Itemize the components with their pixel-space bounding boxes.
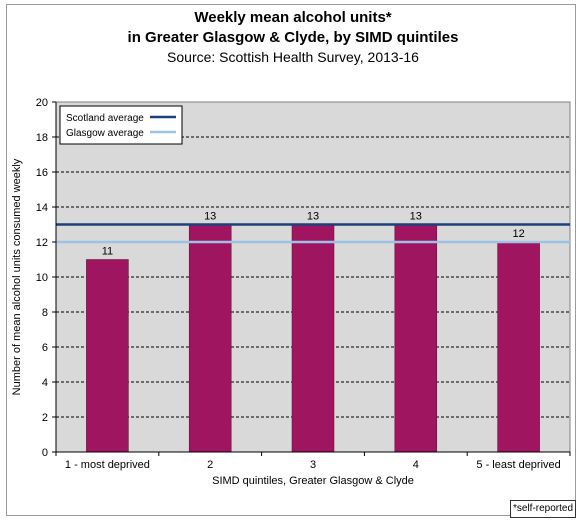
x-tick-label: 5 - least deprived: [476, 459, 560, 471]
data-label: 12: [512, 228, 524, 240]
y-tick-label: 18: [36, 132, 48, 144]
bar: [497, 241, 540, 453]
bar: [86, 259, 129, 453]
reference-lines: [56, 223, 570, 244]
chart-title-line-1: Weekly mean alcohol units*: [194, 9, 391, 26]
x-tick-label: 1 - most deprived: [65, 459, 150, 471]
legend-label: Glasgow average: [66, 128, 144, 139]
y-tick-label: 20: [36, 97, 48, 109]
y-tick-label: 8: [42, 307, 48, 319]
y-axis: 0 2 4 6 8 10 12 14 16 18 20: [36, 97, 57, 459]
y-tick-label: 6: [42, 342, 48, 354]
footnote: *self-reported: [510, 500, 576, 518]
y-tick-label: 0: [42, 447, 48, 459]
data-label: 11: [102, 246, 113, 258]
y-tick-label: 12: [36, 237, 48, 249]
data-label: 13: [307, 211, 319, 223]
y-tick-label: 10: [36, 272, 48, 284]
legend-label: Scotland average: [66, 113, 144, 124]
data-label: 13: [410, 211, 422, 223]
y-tick-label: 16: [36, 167, 48, 179]
y-axis-title: Number of mean alcohol units consumed we…: [11, 158, 23, 395]
bar: [291, 224, 335, 453]
x-tick-label: 3: [310, 459, 316, 471]
y-tick-label: 4: [42, 377, 48, 389]
y-tick-label: 2: [42, 412, 48, 424]
chart-subtitle: Source: Scottish Health Survey, 2013-16: [167, 49, 419, 65]
x-axis: 1 - most deprived 2 3 4 5 - least deprived: [55, 451, 571, 471]
data-label: 13: [204, 211, 216, 223]
bar: [394, 224, 438, 453]
x-tick-label: 4: [413, 459, 419, 471]
legend: Scotland average Glasgow average: [59, 105, 183, 145]
x-tick-label: 2: [207, 459, 213, 471]
bar: [188, 224, 232, 453]
x-axis-title: SIMD quintiles, Greater Glasgow & Clyde: [212, 475, 414, 487]
legend-box: [59, 105, 183, 145]
y-tick-label: 14: [36, 202, 48, 214]
chart-title-line-2: in Greater Glasgow & Clyde, by SIMD quin…: [128, 29, 459, 46]
data-labels: 11 13 13 13 12: [102, 211, 525, 258]
